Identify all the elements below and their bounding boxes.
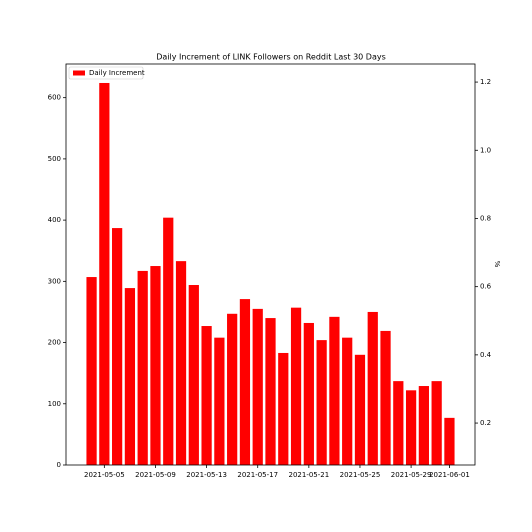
y-tick-label: 200 [48, 339, 61, 347]
y2-axis-label: % [493, 261, 501, 268]
plot-frame [65, 63, 476, 466]
x-tick-label: 2021-05-29 [391, 471, 432, 479]
bar [124, 288, 136, 465]
x-tick-label: 2021-05-21 [289, 471, 330, 479]
bar [303, 322, 314, 465]
bar [380, 330, 391, 465]
legend-label: Daily Increment [89, 69, 145, 77]
y-tick-label: 500 [48, 155, 61, 163]
bar [329, 316, 340, 465]
legend-swatch [73, 70, 85, 76]
bar [150, 266, 161, 465]
bar [227, 313, 238, 465]
bar [188, 285, 199, 465]
y2-tick-label: 0.8 [480, 214, 491, 222]
x-tick-label: 2021-05-17 [237, 471, 278, 479]
bar [418, 386, 429, 465]
y2-tick-label: 1.2 [480, 78, 491, 86]
bar [354, 354, 366, 465]
y-tick-label: 100 [48, 400, 61, 408]
x-tick-label: 2021-06-01 [429, 471, 470, 479]
x-tick-label: 2021-05-05 [84, 471, 125, 479]
legend-box [68, 66, 144, 80]
y2-tick-label: 0.4 [480, 351, 492, 359]
x-tick-label: 2021-05-09 [135, 471, 176, 479]
bar [214, 337, 225, 465]
x-tick-label: 2021-05-25 [340, 471, 381, 479]
x-tick-label: 2021-05-13 [186, 471, 227, 479]
bar [367, 311, 378, 465]
bar [112, 228, 123, 465]
bar [290, 307, 302, 465]
bar [405, 390, 417, 465]
y2-tick-label: 1.0 [480, 146, 491, 154]
y2-tick-label: 0.2 [480, 419, 491, 427]
bar [431, 381, 442, 465]
y-tick-label: 600 [48, 94, 61, 102]
bar [278, 352, 289, 465]
bar [393, 381, 404, 465]
y2-tick-label: 0.6 [480, 283, 492, 291]
bar [252, 308, 263, 465]
y-tick-label: 300 [48, 277, 61, 285]
bar [316, 340, 327, 465]
bar [342, 337, 353, 465]
bar [163, 217, 174, 465]
chart-title: Daily Increment of LINK Followers on Red… [156, 53, 386, 62]
bar [201, 326, 212, 465]
bar [265, 318, 276, 465]
bar [444, 417, 455, 465]
bar [175, 261, 187, 465]
bar [137, 270, 148, 465]
y-tick-label: 400 [48, 216, 61, 224]
bar [99, 82, 110, 465]
bar [86, 277, 97, 465]
y-tick-label: 0 [57, 461, 61, 469]
bar [239, 299, 251, 465]
